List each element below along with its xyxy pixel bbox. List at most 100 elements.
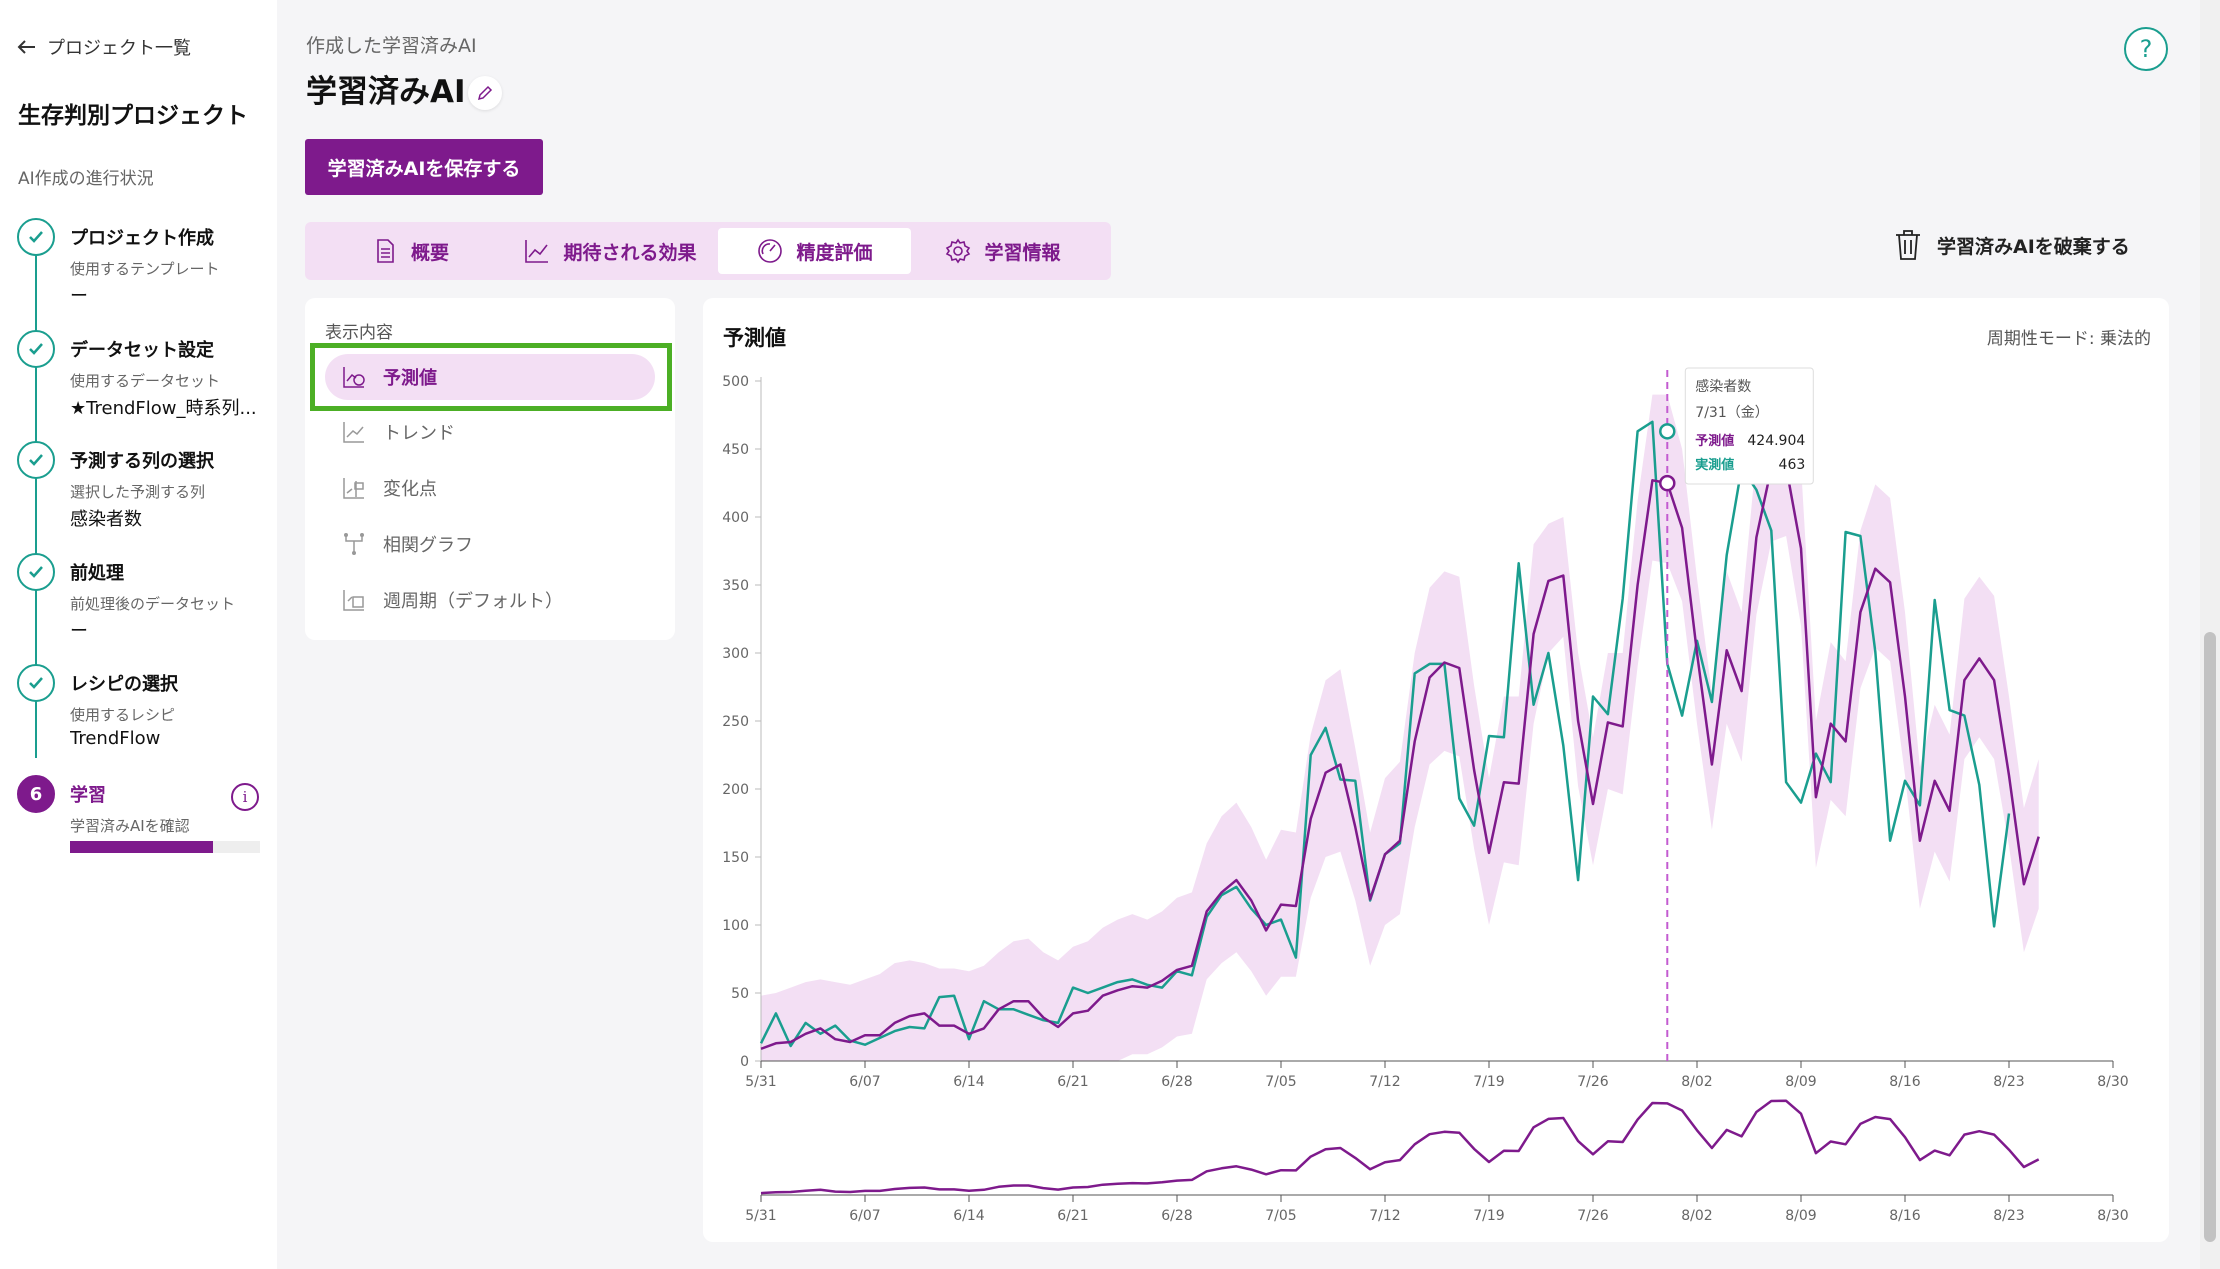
trend-icon (343, 422, 364, 443)
edit-title-button[interactable] (468, 76, 502, 110)
y-tick-label: 150 (722, 850, 749, 866)
step-name: データセット設定 (70, 340, 214, 361)
tab-training-info[interactable]: 学習情報 (915, 228, 1090, 274)
help-icon[interactable]: ? (2124, 27, 2168, 71)
x-tick-label: 8/02 (1681, 1074, 1712, 1090)
x-tick-label: 6/07 (849, 1208, 880, 1224)
x-tick-label: 7/19 (1473, 1208, 1504, 1224)
save-model-button[interactable]: 学習済みAIを保存する (305, 139, 543, 195)
pencil-icon (477, 85, 493, 101)
x-tick-label: 6/07 (849, 1074, 880, 1090)
x-tick-label: 8/09 (1785, 1208, 1816, 1224)
step-name: 予測する列の選択 (70, 451, 214, 472)
step-name: 学習 (70, 785, 106, 806)
step-sub: 使用するテンプレート (70, 260, 220, 278)
x-tick-label: 6/28 (1161, 1074, 1192, 1090)
project-title: 生存判別プロジェクト (18, 103, 248, 129)
menu-label: 予測値 (383, 368, 437, 389)
x-tick-label: 6/21 (1057, 1074, 1088, 1090)
tab-accuracy[interactable]: 精度評価 (718, 228, 911, 274)
tooltip-pred-value: 424.904 (1747, 433, 1805, 449)
step-name: レシピの選択 (70, 674, 178, 695)
confidence-band (761, 394, 2039, 1062)
calendar-chart-icon (343, 590, 364, 611)
scrollbar[interactable] (2200, 0, 2220, 1269)
gear-icon (946, 238, 971, 264)
menu-item-weekly-cycle[interactable]: 週周期（デフォルト） (325, 577, 655, 623)
x-tick-label: 8/02 (1681, 1208, 1712, 1224)
x-tick-label: 5/31 (745, 1074, 776, 1090)
y-tick-label: 50 (731, 986, 749, 1002)
panel-label: 表示内容 (325, 323, 393, 343)
x-tick-label: 8/30 (2097, 1074, 2128, 1090)
tooltip-date: 7/31（金） (1695, 405, 1768, 421)
scrollbar-thumb[interactable] (2204, 632, 2216, 1242)
training-progress-bar (70, 841, 260, 853)
check-icon (17, 664, 55, 702)
y-tick-label: 250 (722, 714, 749, 730)
tab-label: 期待される効果 (563, 241, 697, 264)
step-value: 感染者数 (70, 509, 142, 530)
tab-bar: 概要 期待される効果 精度評価 学習情報 (305, 222, 1111, 280)
step-name: 前処理 (70, 563, 124, 584)
x-tick-label: 5/31 (745, 1208, 776, 1224)
step-value: ー (70, 286, 88, 307)
check-icon (17, 218, 55, 256)
x-tick-label: 6/21 (1057, 1208, 1088, 1224)
page-subtitle: 作成した学習済みAI (306, 35, 477, 57)
back-to-projects-link[interactable]: プロジェクト一覧 (17, 34, 191, 60)
tab-overview[interactable]: 概要 (325, 228, 495, 274)
x-tick-label: 6/28 (1161, 1208, 1192, 1224)
x-tick-label: 7/26 (1577, 1074, 1609, 1090)
step-sub: 使用するデータセット (70, 372, 221, 390)
gauge-icon (758, 239, 783, 263)
chart-panel: 予測値 周期性モード: 乗法的 0 50 100 150 200 250 300 350 400… (703, 298, 2169, 1242)
info-icon[interactable]: i (231, 783, 259, 811)
tooltip-actual-label: 実測値 (1695, 457, 1734, 473)
x-tick-label: 8/16 (1889, 1208, 1921, 1224)
step-sub: 前処理後のデータセット (70, 595, 236, 613)
page-title: 学習済みAI (306, 74, 466, 110)
y-tick-label: 200 (722, 782, 749, 798)
discard-model-button[interactable]: 学習済みAIを破棄する (1893, 228, 2130, 262)
x-tick-label: 8/16 (1889, 1074, 1921, 1090)
check-icon (17, 441, 55, 479)
step-value: ー (70, 621, 88, 642)
step-sub: 使用するレシピ (70, 706, 176, 724)
forecast-chart[interactable]: 0 50 100 150 200 250 300 350 400 450 500 5/31 6/07 6/… (703, 298, 2169, 1242)
x-tick-label: 6/14 (953, 1208, 985, 1224)
tooltip-title: 感染者数 (1695, 378, 1751, 395)
tab-label: 精度評価 (796, 241, 873, 264)
back-label: プロジェクト一覧 (47, 38, 191, 59)
tooltip-actual-value: 463 (1779, 457, 1806, 473)
document-icon (377, 239, 394, 263)
predicted-hover-marker (1659, 474, 1676, 492)
menu-label: トレンド (383, 423, 455, 444)
chart-title: 予測値 (723, 326, 786, 350)
y-tick-label: 300 (722, 646, 749, 662)
arrow-left-icon (17, 40, 35, 54)
x-tick-label: 8/23 (1993, 1208, 2024, 1224)
tab-expected-effect[interactable]: 期待される効果 (500, 228, 720, 274)
sidebar: プロジェクト一覧 生存判別プロジェクト AI作成の進行状況 プロジェクト作成 使… (0, 0, 277, 1269)
menu-item-correlation[interactable]: 相関グラフ (325, 521, 655, 567)
correlation-icon (344, 533, 364, 555)
menu-item-trend[interactable]: トレンド (325, 409, 655, 455)
y-tick-label: 100 (722, 918, 749, 934)
display-content-panel: 表示内容 予測値 トレンド 変化点 相関グラフ 週周期（デフォルト） (305, 298, 675, 640)
y-tick-label: 450 (722, 442, 749, 458)
menu-item-changepoint[interactable]: 変化点 (325, 465, 655, 511)
x-tick-label: 8/09 (1785, 1074, 1816, 1090)
step-value: ★TrendFlow_時系列... (70, 398, 257, 419)
training-progress-fill (70, 841, 213, 853)
x-tick-label: 7/26 (1577, 1208, 1609, 1224)
predicted-series-line (760, 465, 2040, 1050)
steps-timeline (35, 238, 37, 758)
menu-item-prediction[interactable]: 予測値 (325, 354, 655, 400)
menu-label: 変化点 (383, 479, 437, 500)
tab-label: 概要 (410, 241, 449, 264)
x-tick-label: 8/30 (2097, 1208, 2128, 1224)
trash-icon (1896, 230, 1920, 260)
x-tick-label: 7/19 (1473, 1074, 1504, 1090)
seasonality-mode: 周期性モード: 乗法的 (1986, 329, 2151, 349)
